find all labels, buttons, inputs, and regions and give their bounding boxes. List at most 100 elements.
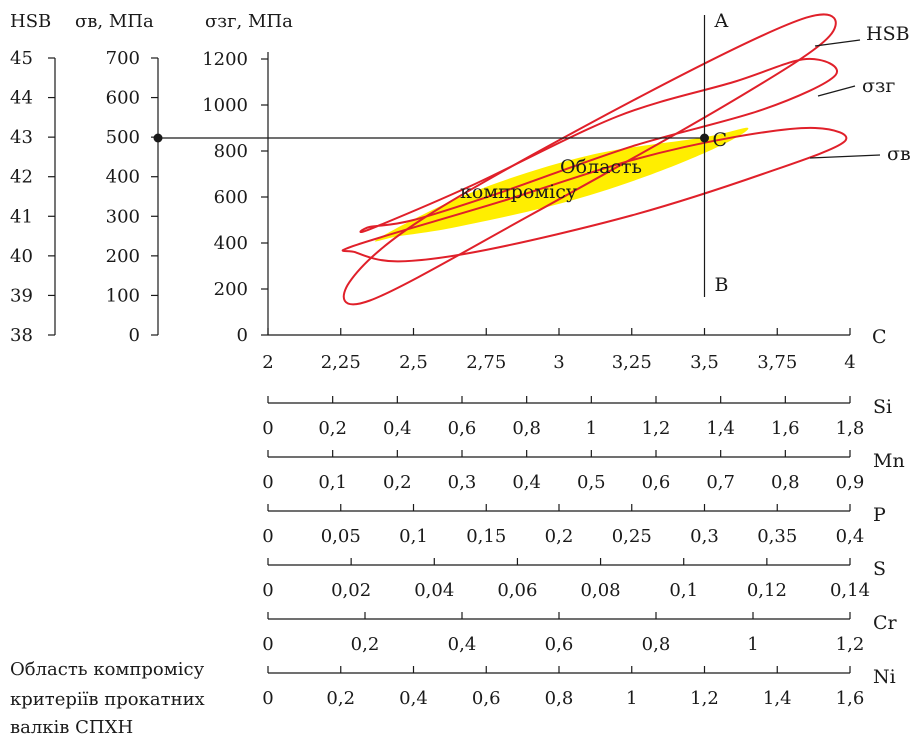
secondary-axis-tick-label: 1,8 [836,418,865,439]
main-axes-group: 1200 1000 800 600 400 200 02 2,25 2,5 2,75 3 3,25 3,… [202,49,886,373]
header-hsb: HSB [10,11,51,32]
guide-lines-group: A B C [153,10,729,297]
secondary-axis-tick-label: 1,6 [771,418,800,439]
secondary-axis-tick-label: 0 [262,472,273,493]
x-axis-tick-label: 3,75 [757,352,797,373]
secondary-axis-tick-label: 0,3 [448,472,477,493]
secondary-axis-tick-label: 0,1 [318,472,347,493]
regions-group: HSB σзг σв [341,13,911,306]
secondary-axis-tick-label: 0,4 [383,418,412,439]
secondary-axis-tick-label: 1,2 [642,418,671,439]
secondary-axis-tick-label: 0,8 [771,472,800,493]
secondary-axis-tick-label: 1,6 [836,688,865,709]
left-axis-tick-label: 300 [106,206,140,227]
secondary-axis-tick-label: 0,04 [414,580,454,601]
ellipse-label: HSB [866,23,910,45]
left-axis-tick-label: 700 [106,48,140,69]
left-axes-group: 45 44 43 42 41 40 39 38 700 600 500 400 300 200 100 0 [10,48,159,346]
secondary-axis-tick-label: 0,6 [642,472,671,493]
secondary-axis-tick-label: 1,2 [690,688,719,709]
x-axis-tick-label: 2,25 [321,352,361,373]
left-axis-tick-label: 500 [106,127,140,148]
secondary-axis-tick-label: 0,1 [669,580,698,601]
secondary-axis-tick-label: 0,9 [836,472,865,493]
secondary-axis-tick-label: 0,4 [512,472,541,493]
secondary-axis-tick-label: 0,8 [642,634,671,655]
secondary-axis-tick-label: 0,2 [383,472,412,493]
ellipse-sigma-v [341,126,848,263]
y-axis-tick-label: 0 [237,325,248,346]
secondary-axis-tick-label: 0,14 [830,580,870,601]
secondary-axes-group: 0 0,2 0,4 0,6 0,8 1 1,2 1,4 1,6 1,8 Si 0 0,1 0,2 0,3 0,… [262,396,905,709]
compromise-label-line2: компромісу [460,181,577,203]
secondary-axis-tick-label: 0,12 [747,580,787,601]
left-axis-tick-label: 39 [10,285,33,306]
secondary-axis-element: Cr [873,612,898,634]
secondary-axis-tick-label: 0,8 [545,688,574,709]
secondary-axis-tick-label: 0,15 [466,526,506,547]
y-axis-tick-label: 200 [214,279,248,300]
secondary-axis-element: S [873,558,886,580]
secondary-axis-tick-label: 0,3 [690,526,719,547]
left-axis-tick-label: 400 [106,167,140,188]
secondary-axis-tick-label: 0,05 [321,526,361,547]
y-axis-tick-label: 800 [214,141,248,162]
left-axis-tick-label: 40 [10,246,33,267]
left-axis-tick-label: 100 [106,285,140,306]
secondary-axis-tick-label: 1 [626,688,637,709]
secondary-axis-tick-label: 0,5 [577,472,606,493]
secondary-axis-tick-label: 0,4 [836,526,865,547]
secondary-axis-element: Mn [873,450,905,472]
left-axis-tick-label: 41 [10,206,33,227]
point-c [700,133,709,143]
x-axis-tick-label: 2,5 [399,352,428,373]
x-axis-tick-label: 3 [553,352,564,373]
left-axis-tick-label: 43 [10,127,33,148]
secondary-axis-tick-label: 0,6 [472,688,501,709]
left-axis-tick-label: 44 [10,88,33,109]
secondary-axis-tick-label: 0 [262,634,273,655]
secondary-axis-tick-label: 0,6 [448,418,477,439]
ellipse-label: σзг [862,75,895,97]
secondary-axis-tick-label: 0,2 [318,418,347,439]
secondary-axis-tick-label: 0,7 [706,472,735,493]
caption-line-2: критеріїв прокатних [10,689,205,710]
left-axis-tick-label: 200 [106,246,140,267]
secondary-axis-tick-label: 0,8 [512,418,541,439]
secondary-axis-tick-label: 0,4 [448,634,477,655]
left-axis-tick-label: 42 [10,167,33,188]
secondary-axis-tick-label: 1 [586,418,597,439]
secondary-axis-tick-label: 0,25 [612,526,652,547]
secondary-axis-tick-label: 0,2 [351,634,380,655]
header-sigma-zg: σзг, МПа [205,11,293,32]
left-axis-tick-label: 38 [10,325,33,346]
ellipse-leader-line [817,85,856,97]
secondary-axis-element: P [873,504,886,526]
left-axis-tick-label: 0 [129,325,140,346]
caption-line-1: Область компромісу [10,659,205,680]
secondary-axis-tick-label: 1,4 [706,418,735,439]
y-axis-tick-label: 1200 [202,49,248,70]
x-axis-tick-label: 2,75 [466,352,506,373]
secondary-axis-tick-label: 1 [747,634,758,655]
x-axis-tick-label: 3,25 [612,352,652,373]
y-axis-tick-label: 600 [214,187,248,208]
secondary-axis-tick-label: 0,2 [326,688,355,709]
secondary-axis-tick-label: 0,1 [399,526,428,547]
secondary-axis-tick-label: 0,06 [497,580,537,601]
secondary-axis-tick-label: 0 [262,688,273,709]
compromise-label-line1: Область [560,156,642,178]
ellipse-sigma-zg [359,57,839,233]
x-axis-tick-label: 2 [262,352,273,373]
secondary-axis-element: Si [873,396,892,418]
secondary-axis-tick-label: 1,4 [763,688,792,709]
secondary-axis-tick-label: 0,6 [545,634,574,655]
left-axis-tick-label: 45 [10,48,33,69]
secondary-axis-tick-label: 0 [262,418,273,439]
caption-line-3: валків СПХН [10,717,133,738]
secondary-axis-tick-label: 0 [262,526,273,547]
header-sigma-v: σв, МПа [75,11,154,32]
secondary-axis-tick-label: 0,02 [331,580,371,601]
ellipse-label: σв [887,143,911,165]
